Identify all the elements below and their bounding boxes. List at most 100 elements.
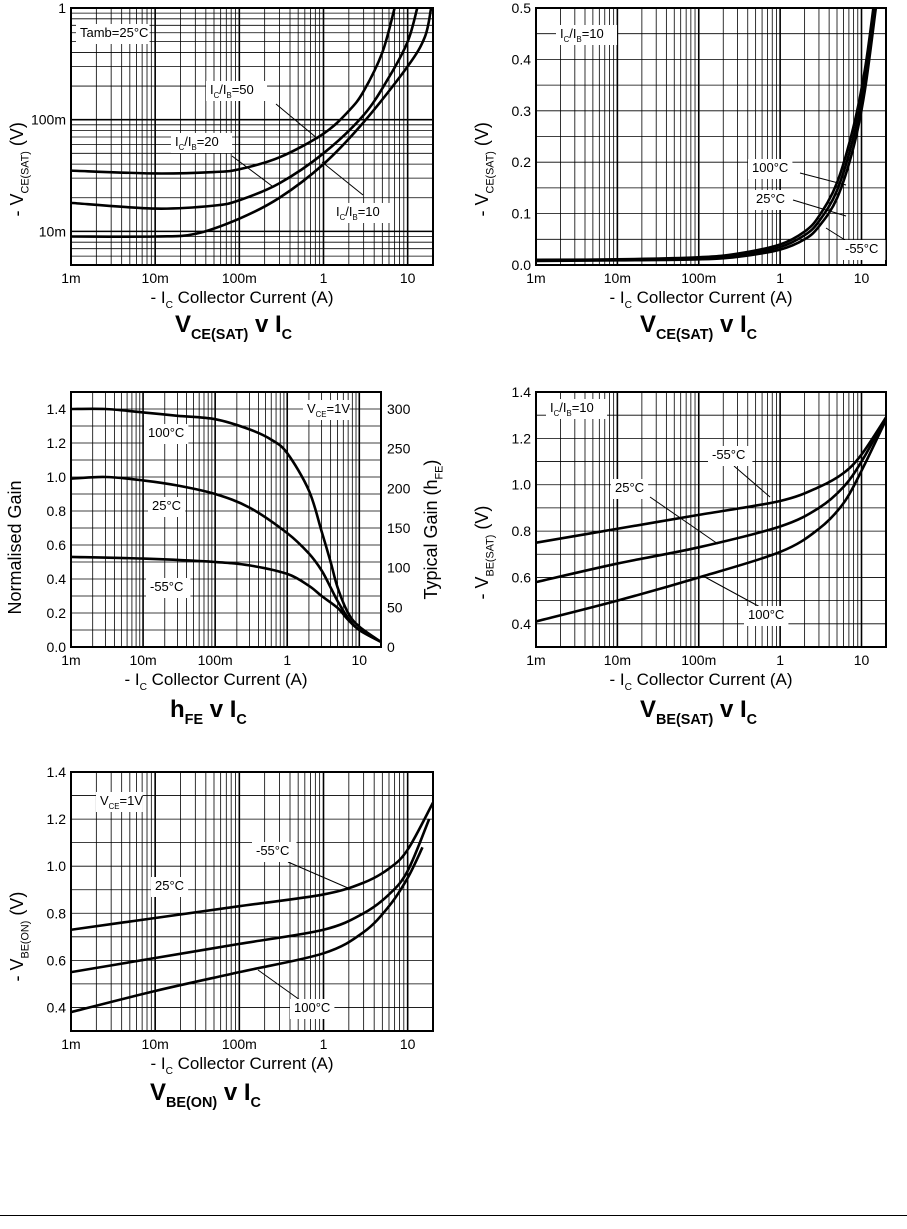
y-tick-label: 0.6: [47, 952, 67, 968]
y-tick-label: 0.8: [47, 503, 67, 519]
x-tick-label: 1m: [61, 1036, 80, 1052]
subscript: BE(SAT): [484, 535, 496, 577]
chart-vcesat-temp: 1m 10m 100m 1 10 0.0 0.1 0.2 0.3 0.4 0.5 - IC​ Coll…: [472, 0, 887, 343]
y-tick-label: 0.4: [512, 51, 532, 67]
series-label-bg: [144, 424, 189, 444]
y2-tick-label: 300: [387, 401, 411, 417]
y2-axis-label: Typical Gain (hFE​): [421, 460, 445, 600]
chart-title: VCE(SAT)​ v IC​: [640, 311, 757, 343]
callout-line: [287, 861, 349, 889]
series-label: 25°C: [155, 878, 184, 893]
text-part: =1V: [327, 401, 351, 416]
x-axis-label: - IC​ Collector Current (A): [150, 1054, 333, 1077]
condition-label: IC​/IB​=10: [560, 26, 604, 44]
x-tick-label: 100m: [681, 270, 716, 286]
series-label: 25°C: [615, 480, 644, 495]
text-part: /I: [569, 26, 576, 41]
series-label-bg: [708, 446, 753, 466]
text-part: v I: [217, 1079, 250, 1106]
grid: [70, 7, 434, 266]
callout-line: [702, 575, 761, 608]
x-tick-label: 10: [854, 652, 870, 668]
subscript: FE: [433, 466, 445, 480]
text-part: - V: [7, 958, 27, 981]
subscript: C: [179, 143, 185, 152]
footer-rule: [0, 1215, 907, 1216]
series-label-bg: [148, 497, 186, 517]
subscript: C: [140, 682, 147, 693]
series-label: -55°C: [845, 241, 878, 256]
y-axis-label: - VCE(SAT)​ (V): [7, 122, 31, 216]
text-part: - V: [472, 193, 492, 216]
condition-label-bg: [76, 24, 150, 44]
text-part: (V): [7, 892, 27, 921]
condition-label: IC​/IB​=10: [550, 400, 594, 418]
grid: [535, 7, 887, 266]
y-tick-label: 0.2: [47, 605, 67, 621]
text-part: - I: [150, 288, 165, 307]
y-tick-label: 1.0: [47, 858, 67, 874]
y-tick-label: 0.8: [47, 905, 67, 921]
x-tick-label: 1m: [526, 652, 545, 668]
chart-title: VCE(SAT)​ v IC​: [175, 311, 292, 343]
subscript: B: [353, 213, 358, 222]
text-part: I: [336, 204, 340, 219]
text-part: Typical Gain (h: [421, 479, 441, 599]
x-tick-label: 10: [400, 1036, 416, 1052]
y-tick-label: 10m: [39, 223, 66, 239]
y-tick-label: 0.1: [512, 206, 532, 222]
text-part: I: [210, 82, 214, 97]
text-part: Collector Current (A): [173, 288, 334, 307]
text-part: I: [560, 26, 564, 41]
x-tick-label: 10m: [142, 1036, 169, 1052]
x-axis-label: - IC​ Collector Current (A): [609, 288, 792, 311]
plot-frame: [70, 7, 434, 266]
text-part: =10: [582, 26, 604, 41]
x-tick-label: 10: [854, 270, 870, 286]
series-line-100-C: [71, 407, 381, 643]
subscript: B: [192, 143, 197, 152]
series-label-bg: [151, 877, 189, 897]
y-axis-label: - VCE(SAT)​ (V): [472, 122, 496, 216]
callout-line: [799, 172, 847, 186]
callout-line: [649, 496, 719, 545]
callout-line: [321, 161, 364, 196]
x-tick-label: 10m: [129, 652, 156, 668]
text-part: - V: [472, 576, 492, 599]
y-tick-label: 1.4: [512, 384, 532, 400]
text-part: v I: [713, 311, 746, 338]
series-line-IC-IB-50: [71, 8, 396, 175]
plot-frame: [70, 771, 434, 1032]
text-part: 100°C: [294, 1000, 330, 1015]
y-tick-label: 1.0: [512, 477, 532, 493]
text-part: 25°C: [152, 498, 181, 513]
chart-title: VBE(SAT)​ v IC​: [640, 696, 757, 728]
text-part: V: [150, 1079, 166, 1106]
y2-tick-label: 0: [387, 639, 395, 655]
condition-label-bg: [546, 399, 608, 419]
y2-tick-label: 250: [387, 441, 411, 457]
x-tick-label: 1m: [61, 652, 80, 668]
text-part: - I: [124, 670, 139, 689]
x-tick-label: 100m: [198, 652, 233, 668]
y-tick-label: 0.4: [47, 999, 67, 1015]
condition-label-bg: [556, 25, 618, 45]
x-axis-label: - IC​ Collector Current (A): [609, 670, 792, 693]
y-tick-label: 1.4: [47, 401, 67, 417]
series-label: 100°C: [294, 1000, 330, 1015]
chart-title: VBE(ON)​ v IC​: [150, 1079, 261, 1111]
y-tick-label: 1.2: [47, 435, 67, 451]
series-line-25-C: [71, 475, 381, 644]
y-tick-label: 0.8: [512, 523, 532, 539]
subscript: C: [340, 213, 346, 222]
x-tick-label: 10m: [142, 270, 169, 286]
text-part: =1V: [120, 793, 144, 808]
y2-tick-label: 200: [387, 480, 411, 496]
x-tick-label: 10: [400, 270, 416, 286]
series-label-bg: [252, 842, 297, 862]
y-tick-label: 0.6: [47, 537, 67, 553]
series-label: -55°C: [256, 843, 289, 858]
y2-tick-label: 50: [387, 599, 403, 615]
chart-hfe: 1m 10m 100m 1 10 0.0 0.2 0.4 0.6 0.8 1.0 1.2 1.4 0 50 1…: [5, 391, 445, 728]
text-part: Collector Current (A): [632, 288, 793, 307]
